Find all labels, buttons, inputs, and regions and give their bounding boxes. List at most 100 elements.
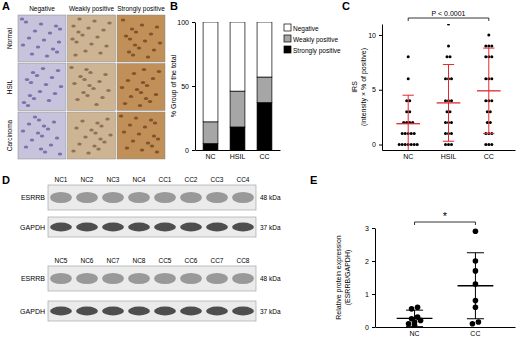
lane-label: CC2 [184,176,197,183]
nucleus [153,122,157,125]
tick-label: 1 [365,291,369,298]
legend-label: Negative [293,25,319,33]
blot-band [232,273,254,284]
tick-label: NC [410,330,420,337]
point [447,24,450,26]
nucleus [95,36,99,39]
blot-band [154,273,176,284]
point [409,306,415,312]
nucleus [21,44,25,47]
error-bar [403,95,414,150]
nucleus [26,104,30,107]
nucleus [48,32,52,35]
tick-label: 5 [372,86,376,93]
nucleus [129,95,133,98]
lane-label: CC6 [184,257,197,264]
nucleus [77,18,81,21]
nucleus [152,49,156,52]
blot-band [50,273,72,284]
nucleus [102,141,106,144]
nucleus [21,130,25,133]
nucleus [70,38,74,41]
tick: 0 [372,141,382,148]
blot-band [232,223,254,232]
error-cap [443,141,454,142]
blot-band [102,223,124,232]
nucleus [154,93,158,96]
tick: 2 [365,258,375,265]
nucleus [95,122,99,125]
nucleus [31,71,35,74]
size-label: 48 kDa [260,194,281,201]
nucleus [149,119,153,122]
blot-band [232,307,254,316]
error-stem [488,48,489,133]
nucleus [155,26,159,29]
nucleus [144,97,148,100]
error-cap [406,310,423,311]
tick-label: 50 [181,83,189,90]
nucleus [71,150,75,153]
tick-label: CC [259,153,269,160]
nucleus [98,138,102,141]
ihc-image [117,64,165,111]
tick-mark [372,261,375,262]
blot-band [128,307,150,316]
bar [257,103,272,150]
lane-label: CC3 [210,176,223,183]
point [416,143,419,146]
bar [230,127,245,150]
blot-band [128,192,150,203]
nucleus [73,54,77,57]
nucleus [132,72,136,75]
nucleus [99,125,103,128]
point [490,143,493,146]
axis-line [375,229,376,328]
point [444,132,447,135]
nucleus [29,81,33,84]
nucleus [86,27,90,30]
point [401,132,404,135]
nucleus [143,40,147,43]
point [484,143,487,146]
nucleus [155,151,159,154]
nucleus [158,42,162,45]
significance: P < 0.0001 [408,10,489,21]
error-bar [406,310,423,327]
nucleus [76,31,80,34]
bar [257,22,272,77]
tick-mark [379,145,382,146]
nucleus [122,131,126,134]
row-label: GAPDH [20,224,45,231]
nucleus [24,21,28,24]
point [490,99,493,102]
nucleus [28,94,32,97]
nucleus [52,121,56,124]
error-bar [443,65,454,142]
nucleus [32,97,36,100]
column-header: Weakly positive [69,5,114,13]
tick-mark [192,86,195,87]
tick: NC [410,330,420,337]
bar [203,144,218,150]
lane-label: NC8 [132,257,145,264]
tick: HSIL [230,153,246,160]
legend-swatch [284,24,291,31]
tick-label: 0 [185,147,189,154]
nucleus [141,81,145,84]
point [444,77,447,80]
tick-mark [379,90,382,91]
point [413,143,416,146]
nucleus [54,25,58,28]
axis-line [383,150,516,151]
tick: 0 [185,147,195,154]
legend-swatch [284,35,291,42]
row-label: ESRRB [21,275,45,282]
blot-band [180,192,202,203]
nucleus [140,149,144,152]
lane-label: NC2 [80,176,93,183]
tick-label: HSIL [230,153,246,160]
plot-area [397,229,494,328]
tick-mark [192,150,195,151]
point [444,121,447,124]
